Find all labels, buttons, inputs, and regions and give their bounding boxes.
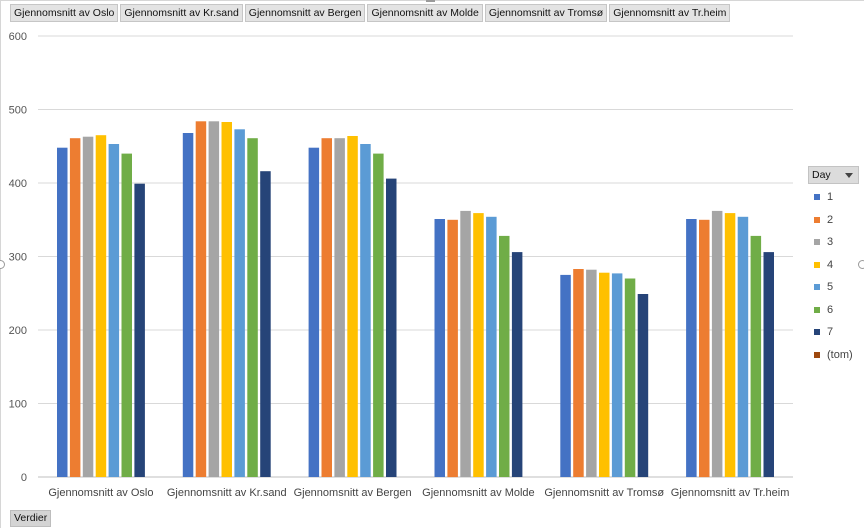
bar[interactable] [234,129,245,478]
bar[interactable] [360,144,371,477]
y-tick-label: 600 [9,31,27,43]
y-tick-label: 400 [9,178,27,190]
bar[interactable] [460,210,471,477]
bar[interactable] [308,147,320,477]
gridlines [38,35,793,478]
legend-swatch [814,239,820,246]
legend-item[interactable]: 4 [814,254,858,277]
x-axis-labels: Gjennomsnitt av Oslo Gjennomsnitt av Kr.s… [48,487,789,499]
dropdown-arrow-icon [845,173,853,178]
y-tick-label: 200 [9,325,27,337]
bar[interactable] [637,294,649,477]
legend-item[interactable]: 5 [814,276,858,299]
legend-swatch [814,216,820,223]
legend-swatch [814,329,820,336]
bar[interactable] [95,135,107,477]
values-field-button[interactable]: Verdier [10,510,52,527]
bar[interactable] [711,210,723,477]
bar[interactable] [611,273,623,477]
bar[interactable] [373,153,384,477]
y-tick-label: 100 [9,399,27,411]
legend-item[interactable]: 7 [814,321,858,344]
resize-handle-left[interactable] [0,260,5,269]
legend-label: 4 [827,258,834,271]
resize-handle-top[interactable] [426,0,435,2]
legend-swatch [814,306,820,313]
bar[interactable] [586,269,597,477]
y-axis-ticks: 0 100 200 300 400 500 600 [9,31,27,484]
bar[interactable] [121,153,133,477]
bar[interactable] [182,133,194,477]
field-button-bergen[interactable]: Gjennomsnitt av Bergen [244,4,366,22]
bar[interactable] [499,235,510,477]
bars [57,121,775,478]
x-tick-label: Gjennomsnitt av Molde [422,487,535,499]
y-tick-label: 0 [21,472,27,484]
bar[interactable] [386,178,397,477]
x-tick-label: Gjennomsnitt av Tromsø [544,487,664,499]
bar[interactable] [599,272,610,477]
legend-label: 3 [827,236,834,249]
bar[interactable] [134,183,145,477]
legend: Day 1 2 3 4 5 6 7 (tom) [808,166,859,367]
y-tick-label: 300 [9,252,27,264]
bar[interactable] [221,122,233,477]
bar[interactable] [434,219,446,477]
legend-swatch [814,194,820,201]
bar[interactable] [57,147,68,477]
bar[interactable] [108,144,120,477]
legend-label: 1 [827,191,834,204]
bar[interactable] [686,219,697,477]
x-tick-label: Gjennomsnitt av Bergen [294,487,412,499]
bar[interactable] [195,121,207,478]
bar[interactable] [69,138,81,477]
bar[interactable] [560,274,571,477]
legend-item[interactable]: (tom) [814,344,858,367]
bar[interactable] [347,136,358,477]
legend-label: 7 [827,326,834,339]
legend-label: (tom) [827,348,853,361]
bar[interactable] [208,121,220,478]
legend-title: Day [812,169,831,181]
legend-day-filter[interactable]: Day [808,166,859,184]
legend-swatch [814,351,820,358]
bar[interactable] [486,216,497,478]
legend-item[interactable]: 3 [814,231,858,254]
y-tick-label: 500 [9,105,27,117]
field-button-molde[interactable]: Gjennomsnitt av Molde [367,4,483,22]
x-tick-label: Gjennomsnitt av Kr.sand [167,487,287,499]
bar[interactable] [321,138,333,477]
pivot-field-buttons: Gjennomsnitt av Oslo Gjennomsnitt av Kr.… [10,4,731,22]
field-button-oslo[interactable]: Gjennomsnitt av Oslo [10,4,119,22]
field-button-tromso[interactable]: Gjennomsnitt av Tromsø [484,4,608,22]
bar[interactable] [737,216,749,478]
bar[interactable] [334,138,345,477]
field-button-krsand[interactable]: Gjennomsnitt av Kr.sand [120,4,243,22]
bar[interactable] [447,219,458,478]
bar[interactable] [573,269,584,477]
bar[interactable] [247,138,258,477]
legend-label: 5 [827,281,834,294]
legend-item[interactable]: 2 [814,209,858,232]
x-tick-label: Gjennomsnitt av Oslo [48,487,153,499]
legend-item[interactable]: 1 [814,186,858,209]
field-button-trheim[interactable]: Gjennomsnitt av Tr.heim [609,4,731,22]
legend-item[interactable]: 6 [814,299,858,322]
resize-handle-right[interactable] [858,260,864,269]
bar[interactable] [699,219,710,478]
x-tick-label: Gjennomsnitt av Tr.heim [671,487,790,499]
bar[interactable] [473,213,484,477]
bar[interactable] [763,252,775,477]
bar[interactable] [511,252,523,477]
bar[interactable] [724,213,736,477]
legend-swatch [814,284,820,291]
bar[interactable] [624,278,636,478]
bar[interactable] [260,171,271,477]
legend-label: 2 [827,213,834,226]
bar[interactable] [750,235,762,477]
legend-label: 6 [827,303,834,316]
legend-swatch [814,261,820,268]
bar[interactable] [82,136,94,477]
